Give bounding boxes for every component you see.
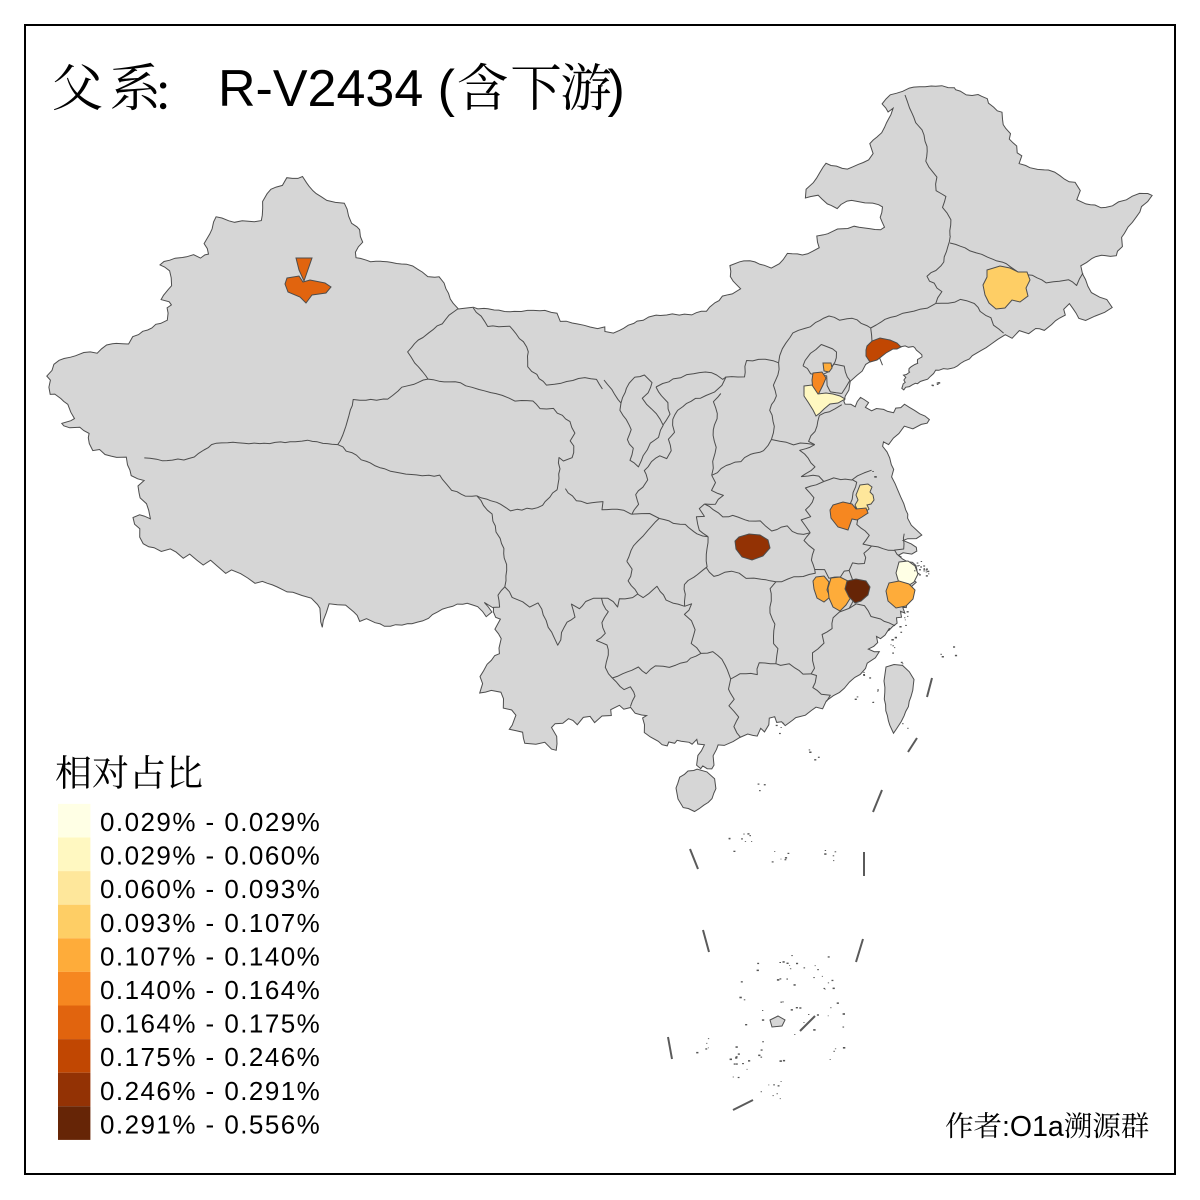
svg-text::O1a: :O1a (1002, 1111, 1064, 1143)
svg-text:0.164% - 0.175%: 0.164% - 0.175% (100, 1009, 321, 1039)
svg-text:0.291% - 0.556%: 0.291% - 0.556% (100, 1109, 321, 1139)
svg-text:): ) (608, 60, 625, 118)
svg-text:0.140% - 0.164%: 0.140% - 0.164% (100, 975, 321, 1005)
svg-text:0.029% - 0.029%: 0.029% - 0.029% (100, 807, 321, 837)
svg-text:0.175% - 0.246%: 0.175% - 0.246% (100, 1042, 321, 1072)
svg-text:0.060% - 0.093%: 0.060% - 0.093% (100, 874, 321, 904)
svg-text:0.029% - 0.060%: 0.029% - 0.060% (100, 841, 321, 871)
svg-text:R-V2434 (: R-V2434 ( (218, 60, 456, 118)
svg-text:0.246% - 0.291%: 0.246% - 0.291% (100, 1076, 321, 1106)
svg-text:0.107% - 0.140%: 0.107% - 0.140% (100, 941, 321, 971)
svg-text:0.093% - 0.107%: 0.093% - 0.107% (100, 908, 321, 938)
